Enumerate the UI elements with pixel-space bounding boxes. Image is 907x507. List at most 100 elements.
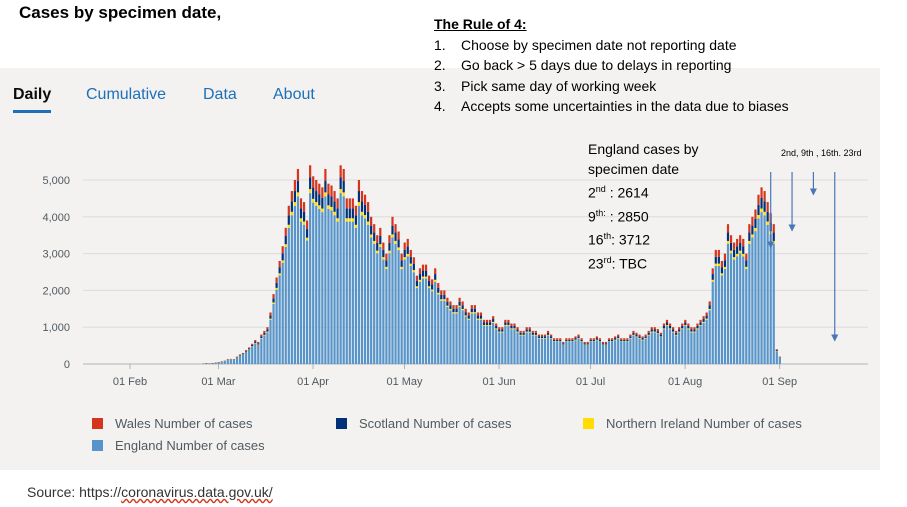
tab-cumulative[interactable]: Cumulative <box>86 86 167 103</box>
tab-data[interactable]: Data <box>203 86 237 103</box>
bar-segment <box>647 335 650 364</box>
bar-segment <box>760 197 763 209</box>
bar-segment <box>766 224 769 364</box>
bar-segment <box>702 316 705 320</box>
source-link[interactable]: coronavirus.data.gov.uk/ <box>121 484 273 500</box>
bar-segment <box>440 290 443 295</box>
bar-segment <box>492 322 495 364</box>
bar-segment <box>354 227 357 364</box>
bar-segment <box>711 274 714 280</box>
bar-segment <box>617 338 620 364</box>
bar-segment <box>287 224 290 228</box>
tab-about[interactable]: About <box>273 86 315 103</box>
bar-segment <box>507 319 510 323</box>
tab-daily[interactable]: Daily <box>13 86 52 103</box>
bar-segment <box>342 192 345 197</box>
bar-segment <box>412 263 415 271</box>
bar-segment <box>498 332 501 364</box>
bar-segment <box>360 201 364 212</box>
bar-segment <box>522 335 525 364</box>
bar-segment <box>595 338 598 340</box>
bar-segment <box>367 211 370 222</box>
bar-segment <box>629 338 632 339</box>
bar-segment <box>266 331 269 333</box>
bar-segment <box>620 338 623 340</box>
y-tick-label: 3,000 <box>42 249 70 261</box>
bar-segment <box>656 333 659 334</box>
bar-segment <box>510 328 513 330</box>
bar-segment <box>360 191 364 202</box>
bar-segment <box>284 236 287 245</box>
bar-segment <box>519 335 522 364</box>
bar-segment <box>665 322 669 326</box>
bar-segment <box>702 319 705 322</box>
bar-segment <box>577 338 580 339</box>
bar-segment <box>733 242 736 250</box>
bar-segment <box>559 338 562 340</box>
legend-item-scotland: Scotland Number of cases <box>336 416 511 431</box>
bar-segment <box>531 332 534 335</box>
bar-segment <box>595 336 598 339</box>
bar-segment <box>370 225 373 235</box>
bar-segment <box>659 334 662 337</box>
rule-item-text: Accepts some uncertainties in the data d… <box>461 98 789 114</box>
legend-label: Scotland Number of cases <box>359 416 512 431</box>
bar-segment <box>281 246 284 254</box>
bar-segment <box>705 312 708 316</box>
bar-segment <box>467 312 470 316</box>
x-tick-label: 01 Sep <box>762 376 797 388</box>
bar-segment <box>418 274 422 280</box>
bar-segment <box>504 326 507 364</box>
bar-segment <box>363 194 367 205</box>
bar-segment <box>702 322 705 364</box>
bar-segment <box>464 308 467 313</box>
bar-segment <box>473 305 476 309</box>
bar-segment <box>330 206 333 211</box>
bar-segment <box>351 208 354 219</box>
bar-segment <box>406 256 409 364</box>
bar-segment <box>562 341 565 344</box>
bar-segment <box>306 229 309 238</box>
bar-segment <box>275 287 278 290</box>
bar-segment <box>623 339 626 342</box>
bar-segment <box>681 323 684 326</box>
bar-segment <box>485 326 489 364</box>
bar-segment <box>626 338 629 340</box>
bar-segment <box>446 301 449 306</box>
bar-segment <box>272 303 275 364</box>
bar-segment <box>717 249 720 257</box>
bar-segment <box>376 235 379 243</box>
bar-segment <box>778 357 781 364</box>
bar-segment <box>562 343 565 345</box>
bar-segment <box>232 359 235 364</box>
bar-segment <box>461 305 464 309</box>
bar-segment <box>748 224 751 233</box>
bar-segment <box>708 301 711 306</box>
bar-segment <box>376 250 379 254</box>
bar-segment <box>281 253 284 261</box>
bar-segment <box>611 341 614 342</box>
note-day: 16 <box>588 231 604 248</box>
bar-segment <box>623 338 626 340</box>
bar-segment <box>717 263 720 266</box>
bar-segment <box>217 362 220 364</box>
bar-segment <box>421 278 425 364</box>
bar-segment <box>489 326 492 364</box>
bar-segment <box>339 193 342 364</box>
bar-segment <box>519 330 522 333</box>
bar-segment <box>367 224 370 364</box>
bar-segment <box>678 327 681 330</box>
bar-segment <box>357 191 361 203</box>
bar-segment <box>431 279 434 285</box>
y-tick-label: 0 <box>64 359 70 371</box>
bar-segment <box>299 218 303 222</box>
bar-segment <box>766 211 769 222</box>
note-day: 2 <box>588 184 596 201</box>
bar-segment <box>498 331 501 333</box>
bar-segment <box>400 253 403 261</box>
bar-segment <box>464 312 467 316</box>
bar-segment <box>641 336 644 339</box>
bar-segment <box>418 268 422 275</box>
bar-segment <box>245 350 248 351</box>
bar-segment <box>440 299 443 301</box>
